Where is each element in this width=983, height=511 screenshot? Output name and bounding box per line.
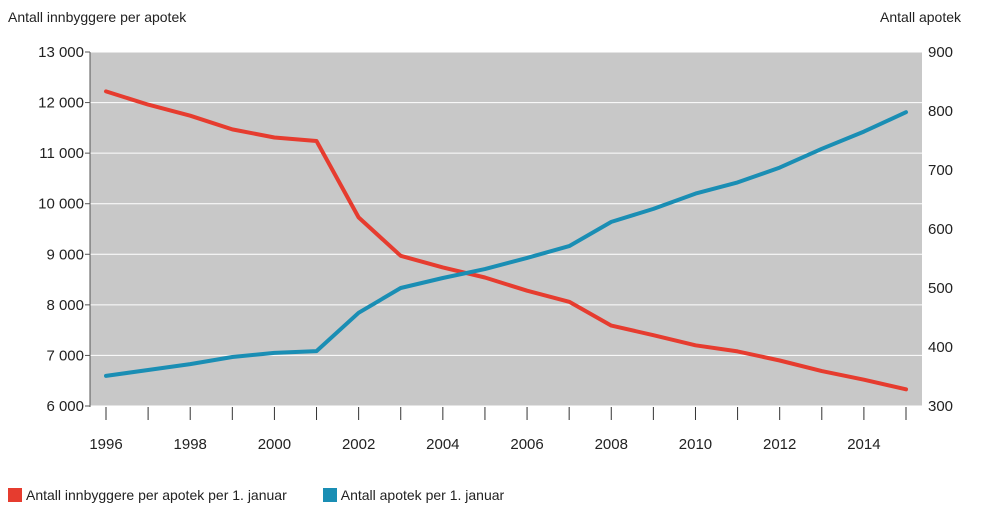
series-line-1 — [104, 110, 908, 378]
plot-area — [90, 52, 922, 406]
x-tick-label: 2000 — [258, 436, 291, 453]
y-tick-label-right: 600 — [928, 221, 953, 238]
y-tick-label-left: 13 000 — [38, 44, 84, 61]
x-tick-label: 2008 — [595, 436, 628, 453]
y-tick-label-right: 800 — [928, 103, 953, 120]
y-tick-label-left: 6 000 — [46, 398, 84, 415]
series-line-0 — [104, 89, 908, 392]
x-tick-label: 1996 — [89, 436, 122, 453]
x-tick-label: 2014 — [847, 436, 880, 453]
y-tick-label-right: 500 — [928, 280, 953, 297]
legend-swatch-innbyggere — [8, 488, 22, 502]
legend-label-innbyggere: Antall innbyggere per apotek per 1. janu… — [26, 487, 287, 503]
legend-label-apotek: Antall apotek per 1. januar — [340, 487, 505, 503]
x-tick-label: 2012 — [763, 436, 796, 453]
x-tick-label: 2006 — [510, 436, 543, 453]
y-tick-label-right: 400 — [928, 339, 953, 356]
y-tick-label-right: 900 — [928, 44, 953, 61]
x-tick-label: 2010 — [679, 436, 712, 453]
y-axis-right-title: Antall apotek — [880, 9, 961, 25]
x-tick-label: 2004 — [426, 436, 459, 453]
y-tick-label-left: 11 000 — [39, 145, 84, 162]
y-tick-label-left: 12 000 — [38, 95, 84, 112]
x-tick-label: 2002 — [342, 436, 375, 453]
y-tick-label-left: 7 000 — [46, 347, 84, 364]
y-axis-left-title: Antall innbyggere per apotek — [8, 9, 187, 25]
y-tick-label-left: 9 000 — [46, 246, 84, 263]
legend-swatch-apotek — [322, 488, 337, 502]
legend-item-apotek: Antall apotek per 1. januar — [322, 487, 505, 503]
legend-item-innbyggere: Antall innbyggere per apotek per 1. janu… — [8, 487, 287, 503]
x-tick-label: 1998 — [174, 436, 207, 453]
y-tick-label-right: 700 — [928, 162, 953, 179]
y-tick-label-right: 300 — [928, 398, 953, 415]
y-tick-label-left: 10 000 — [38, 196, 84, 213]
legend: Antall innbyggere per apotek per 1. janu… — [8, 487, 540, 503]
y-tick-label-left: 8 000 — [46, 297, 84, 314]
